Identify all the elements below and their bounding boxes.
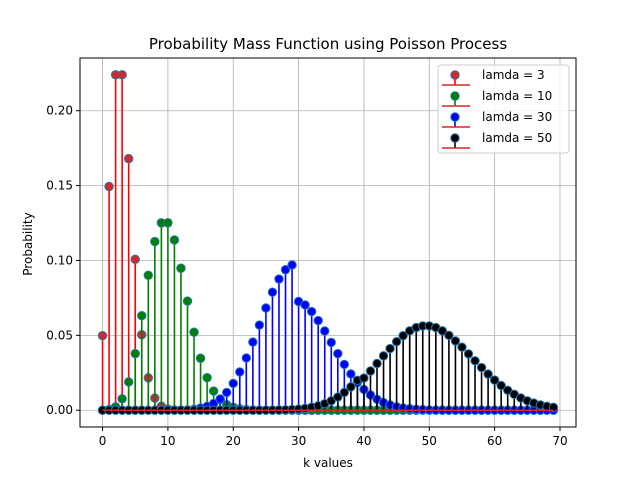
stem-marker xyxy=(450,336,461,346)
stem-marker xyxy=(235,367,245,377)
legend: lamda = 3 lamda = 10 lamda = 30 lamda = 50 xyxy=(437,64,570,154)
y-tick-label: 0.20 xyxy=(46,104,73,118)
legend-entry: lamda = 50 xyxy=(442,131,552,149)
stem-marker xyxy=(150,236,160,247)
legend-entry: lamda = 3 xyxy=(442,68,545,86)
stem-marker xyxy=(333,348,343,359)
stem-marker xyxy=(274,274,284,284)
stem-marker xyxy=(372,358,382,369)
legend-label: lamda = 10 xyxy=(482,89,552,103)
stem-marker xyxy=(444,330,454,341)
x-tick-label: 60 xyxy=(487,434,502,448)
y-axis-label: Probability xyxy=(21,212,35,275)
stem-marker xyxy=(117,70,127,80)
legend-entry: lamda = 30 xyxy=(442,110,552,128)
stem-marker xyxy=(333,392,343,402)
x-tick-label: 10 xyxy=(160,434,175,448)
stem-marker xyxy=(280,265,291,275)
stem-marker xyxy=(346,369,356,379)
stem-marker xyxy=(241,353,252,363)
stem-marker xyxy=(182,296,193,306)
stem-marker xyxy=(130,348,140,359)
stem-marker xyxy=(287,260,297,270)
legend-box xyxy=(437,64,570,154)
stem-marker xyxy=(496,380,506,391)
x-tick-label: 40 xyxy=(356,434,371,448)
x-tick-label: 0 xyxy=(99,434,107,448)
stem-marker xyxy=(228,378,238,389)
stem-marker xyxy=(254,320,265,330)
stem-marker xyxy=(470,356,480,366)
stem-marker xyxy=(306,306,317,317)
stem-marker xyxy=(476,362,487,373)
axes: 0 10 20 30 40 50 60 70 0.00 0.05 0.10 0.15 0.20 xyxy=(46,57,577,448)
y-tick-label: 0.00 xyxy=(46,403,73,417)
stem-marker xyxy=(222,387,232,398)
stem-marker xyxy=(104,181,114,192)
legend-marker xyxy=(450,70,460,80)
legend-marker xyxy=(450,133,460,143)
stem-marker xyxy=(457,342,467,352)
stem-marker xyxy=(97,330,108,341)
stem-marker xyxy=(261,303,271,313)
stem-marker xyxy=(123,153,134,164)
stem-marker xyxy=(391,336,402,347)
stem-marker xyxy=(208,386,219,396)
stem-marker xyxy=(378,351,389,361)
legend-label: lamda = 30 xyxy=(482,110,552,124)
stem-marker xyxy=(437,326,448,336)
y-tick-label: 0.15 xyxy=(46,179,73,193)
y-tick-label: 0.10 xyxy=(46,253,73,267)
stem-marker xyxy=(346,382,356,392)
stem-marker xyxy=(169,235,180,245)
stem-marker xyxy=(117,394,127,404)
stem-marker xyxy=(137,311,147,321)
stem-marker xyxy=(483,369,493,379)
stem-marker xyxy=(195,353,206,363)
stem-marker xyxy=(267,287,278,297)
legend-entry: lamda = 10 xyxy=(442,89,552,107)
y-tick-label: 0.05 xyxy=(46,328,73,342)
stem-marker xyxy=(339,359,350,370)
legend-label: lamda = 50 xyxy=(482,131,552,145)
stem-plot-area xyxy=(97,70,559,415)
stem-marker xyxy=(176,263,186,273)
x-axis-label: k values xyxy=(303,456,353,470)
x-tick-label: 50 xyxy=(422,434,437,448)
stem-marker xyxy=(339,387,350,398)
stem-marker xyxy=(326,337,336,348)
chart-title: Probability Mass Function using Poisson … xyxy=(149,35,507,53)
x-tick-label: 70 xyxy=(552,434,567,448)
stem-marker xyxy=(300,300,310,310)
stem-marker xyxy=(202,373,212,383)
stem-marker xyxy=(398,330,408,341)
legend-marker xyxy=(450,91,460,101)
stem-marker xyxy=(359,373,369,383)
x-tick-label: 20 xyxy=(226,434,241,448)
stem-marker xyxy=(385,343,395,354)
stem-marker xyxy=(248,337,258,347)
stem-marker xyxy=(215,394,225,404)
stem-marker xyxy=(123,377,134,387)
stem-marker xyxy=(463,349,474,359)
stem-marker xyxy=(320,326,330,336)
stem-marker xyxy=(313,315,323,326)
x-tick-label: 30 xyxy=(291,434,306,448)
series-50 xyxy=(97,321,559,415)
stem-marker xyxy=(365,366,376,376)
stem-marker xyxy=(163,218,173,228)
stem-marker xyxy=(130,254,140,264)
axes-frame xyxy=(79,57,577,428)
legend-label: lamda = 3 xyxy=(482,68,545,82)
stem-marker xyxy=(489,375,500,385)
stem-marker xyxy=(143,270,153,280)
legend-marker xyxy=(450,112,460,122)
stem-marker xyxy=(189,327,199,337)
